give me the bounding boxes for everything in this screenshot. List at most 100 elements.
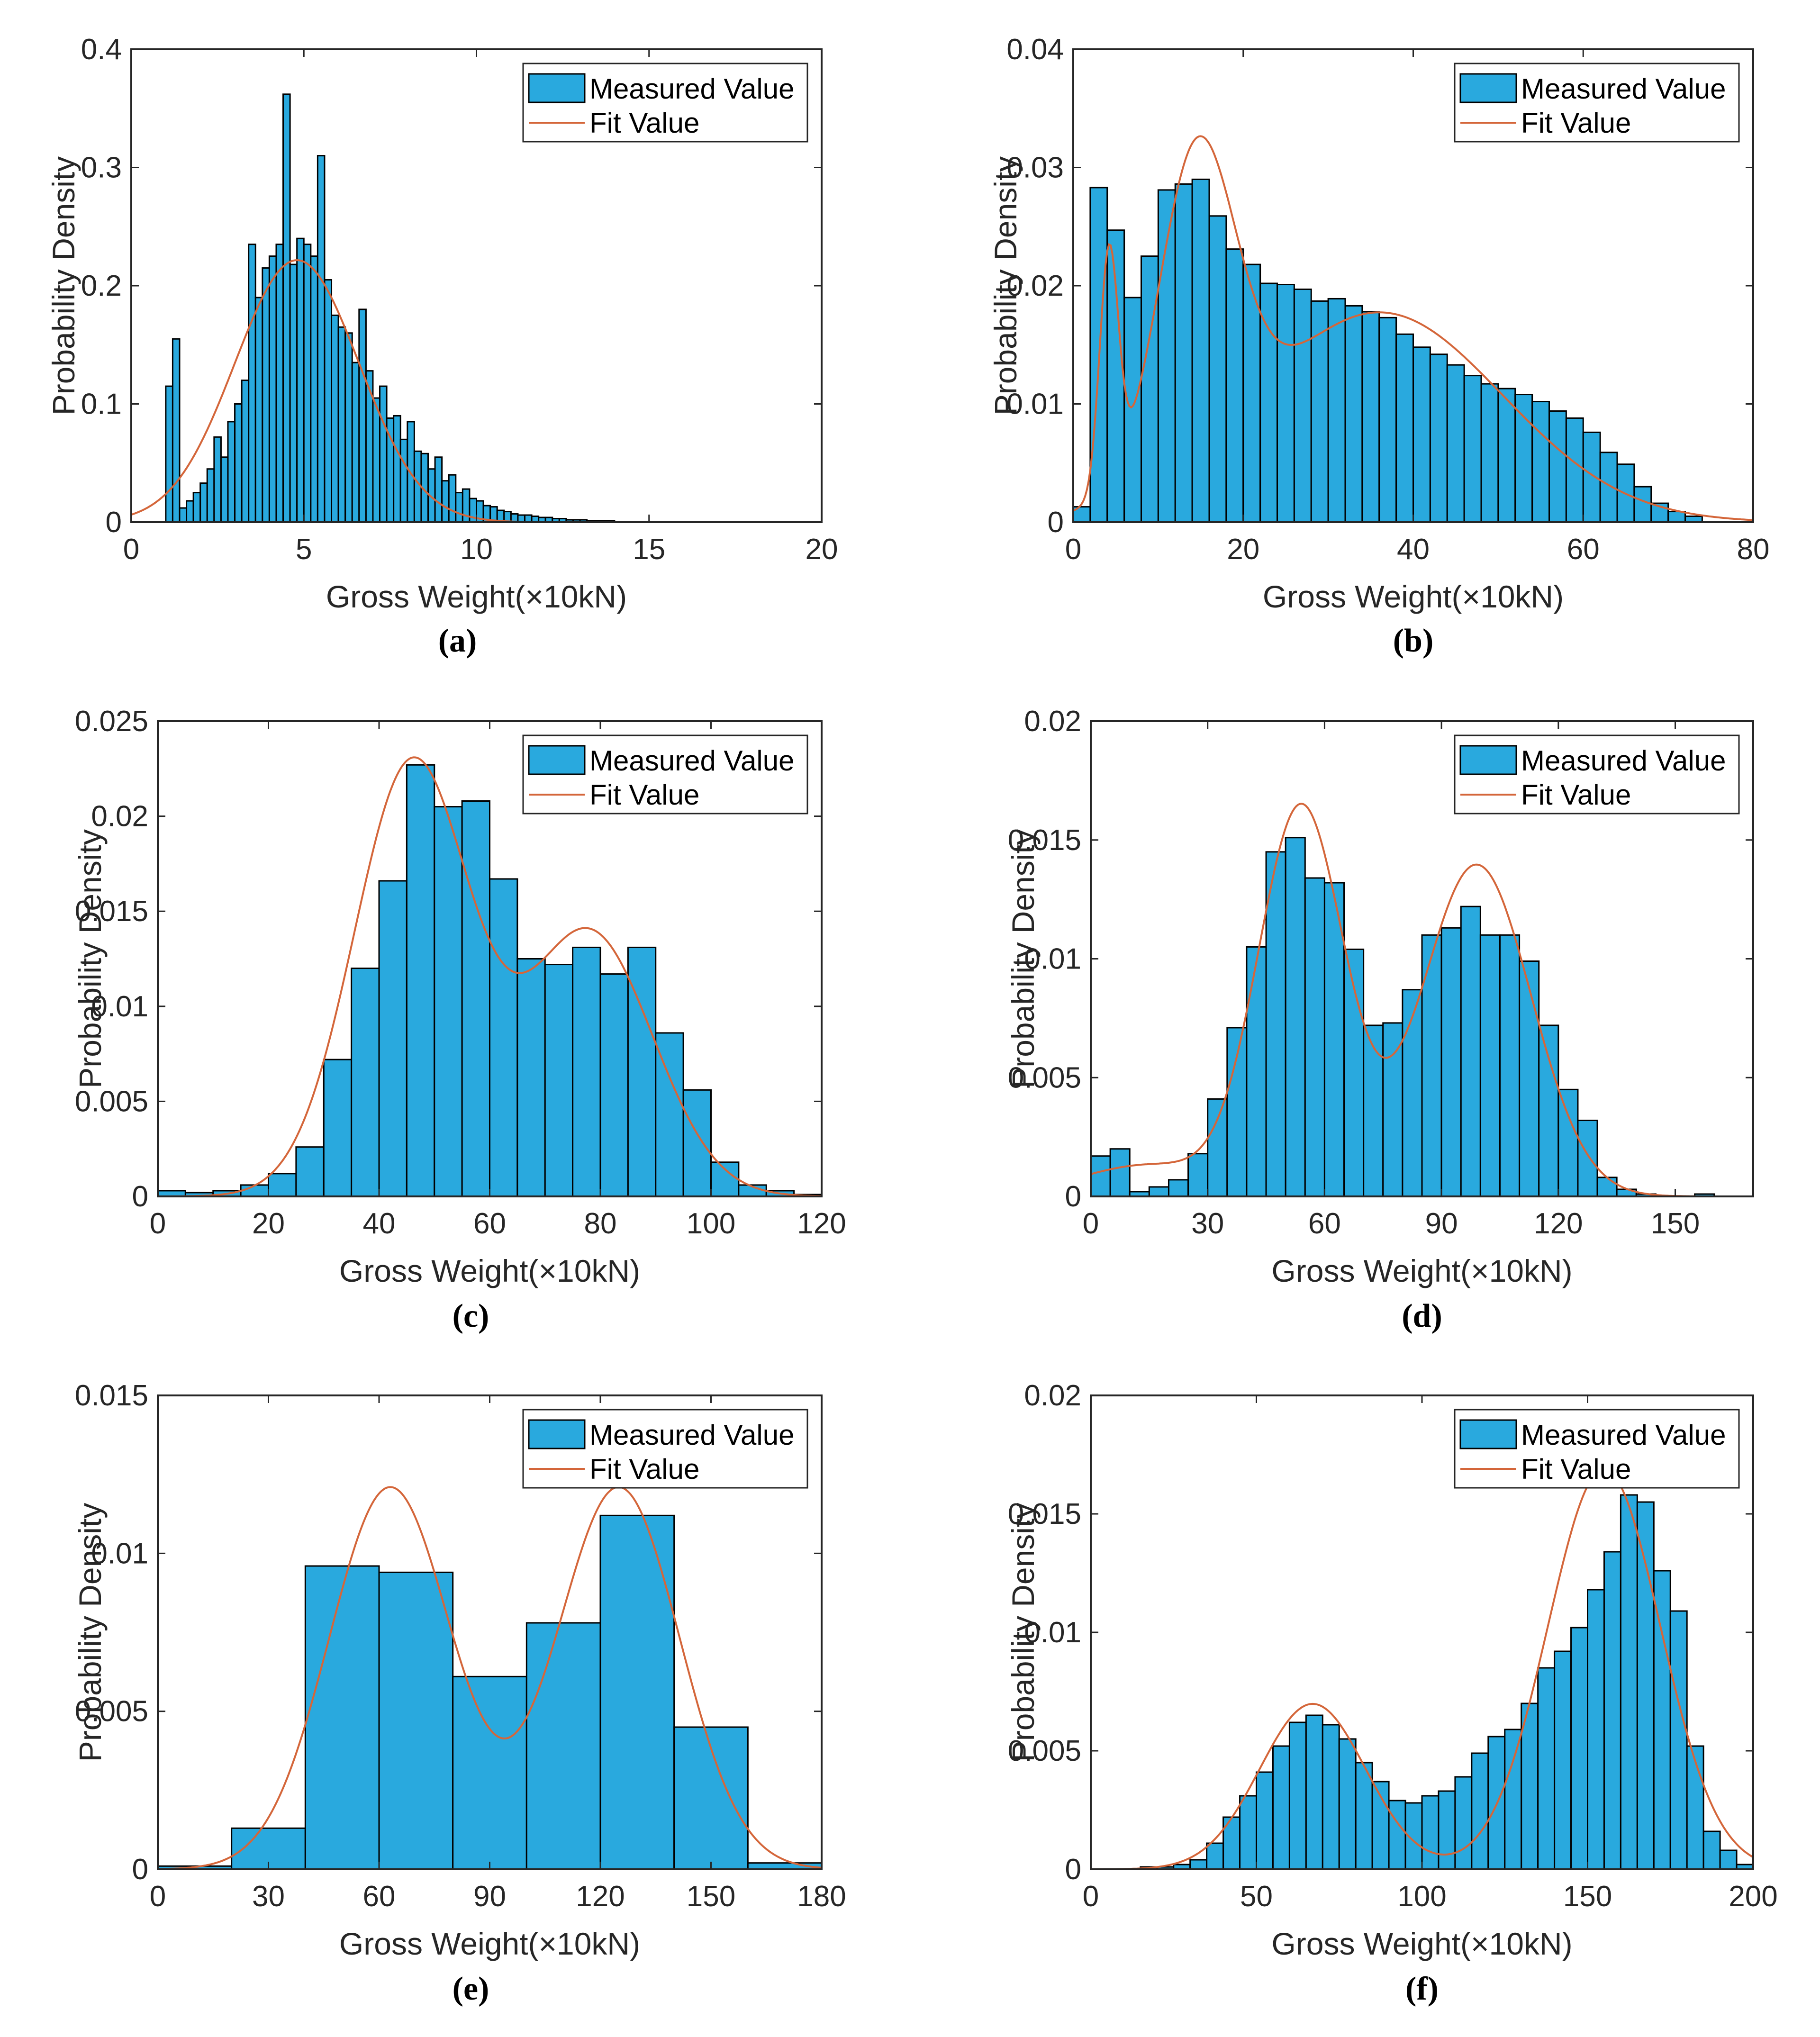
histogram-bar bbox=[572, 946, 601, 1197]
histogram-bar bbox=[296, 237, 305, 523]
histogram-bar bbox=[1479, 934, 1501, 1197]
histogram-bar bbox=[1463, 375, 1482, 523]
y-tick-label: 0.4 bbox=[81, 33, 122, 66]
histogram-bar bbox=[351, 362, 360, 523]
histogram-bar bbox=[234, 403, 243, 523]
x-tick-label: 60 bbox=[473, 1207, 506, 1240]
panel-caption: (f) bbox=[1405, 1971, 1439, 2007]
histogram-bar bbox=[710, 1161, 740, 1197]
x-tick-label: 100 bbox=[687, 1207, 735, 1240]
histogram-bar bbox=[220, 456, 229, 523]
legend-label-fit: Fit Value bbox=[1521, 1453, 1631, 1485]
x-axis-label: Gross Weight(×10kN) bbox=[1263, 579, 1564, 614]
histogram-bar bbox=[1471, 1752, 1489, 1870]
histogram-bar bbox=[1206, 1842, 1224, 1870]
legend-label-fit: Fit Value bbox=[1521, 779, 1631, 811]
y-tick-label: 0.3 bbox=[81, 152, 122, 184]
x-tick-label: 60 bbox=[1567, 533, 1600, 566]
histogram-bar bbox=[1421, 1795, 1440, 1870]
histogram-bar bbox=[525, 1622, 601, 1870]
histogram-bar bbox=[1582, 431, 1601, 523]
panel-a: 0 5 10 15 20 0 0.1 0.2 0.3 0.4 Gross Weight(×10kN)… bbox=[46, 33, 838, 659]
histogram-bar bbox=[304, 1565, 380, 1870]
histogram-bar bbox=[317, 155, 326, 523]
panel-caption: (d) bbox=[1402, 1298, 1442, 1334]
x-tick-label: 120 bbox=[797, 1207, 846, 1240]
histogram-bar bbox=[1538, 1024, 1559, 1197]
y-tick-label: 0.02 bbox=[1024, 705, 1081, 738]
histogram-bar bbox=[1338, 1738, 1357, 1870]
y-tick-label: 0.2 bbox=[81, 270, 122, 302]
x-tick-label: 80 bbox=[1737, 533, 1770, 566]
bar-series-measured bbox=[157, 1514, 823, 1870]
histogram-bar bbox=[1277, 284, 1295, 523]
y-tick-label: 0.02 bbox=[1024, 1379, 1081, 1412]
x-tick-label: 90 bbox=[1425, 1207, 1458, 1240]
histogram-bar bbox=[1272, 1745, 1290, 1870]
x-tick-label: 30 bbox=[1191, 1207, 1224, 1240]
x-tick-label: 60 bbox=[1308, 1207, 1341, 1240]
y-axis-label: Probability Density bbox=[72, 1503, 108, 1762]
fit-curve bbox=[1073, 135, 1754, 521]
x-tick-label: 100 bbox=[1397, 1880, 1446, 1913]
histogram-bar bbox=[344, 332, 353, 523]
panel-c: 0 20 40 60 80 100 120 0 0.005 0.01 0.015 0.02 0.025 G… bbox=[72, 705, 846, 1334]
histogram-bar bbox=[1123, 297, 1142, 523]
y-tick-label: 0.005 bbox=[1008, 1735, 1081, 1767]
legend-label-measured: Measured Value bbox=[589, 745, 794, 777]
legend-label-fit: Fit Value bbox=[589, 779, 699, 811]
y-tick-label: 0.015 bbox=[1008, 1498, 1081, 1530]
histogram-bar bbox=[1402, 989, 1423, 1197]
histogram-bar bbox=[516, 958, 546, 1197]
histogram-bar bbox=[1636, 1501, 1655, 1870]
histogram-bar bbox=[268, 255, 277, 523]
histogram-bar bbox=[1537, 1667, 1556, 1870]
y-tick-label: 0.01 bbox=[91, 1537, 148, 1570]
legend-label-fit: Fit Value bbox=[589, 1453, 699, 1485]
y-tick-label: 0 bbox=[1048, 506, 1064, 539]
histogram-bar bbox=[1620, 1494, 1638, 1870]
legend-label-fit: Fit Value bbox=[589, 107, 699, 139]
legend-label-measured: Measured Value bbox=[589, 1419, 794, 1451]
histogram-bar bbox=[448, 474, 457, 523]
histogram-bar bbox=[186, 500, 194, 523]
histogram-bar bbox=[1090, 1155, 1111, 1197]
histogram-bar bbox=[1719, 1849, 1738, 1870]
histogram-bar bbox=[1344, 305, 1363, 523]
histogram-bar bbox=[682, 1089, 712, 1197]
x-tick-label: 0 bbox=[150, 1207, 166, 1240]
legend-swatch-measured bbox=[1459, 1419, 1517, 1449]
histogram-bar bbox=[393, 415, 401, 523]
fit-curve bbox=[1091, 1468, 1754, 1870]
histogram-bar bbox=[331, 314, 339, 523]
panel-f: 0 50 100 150 200 0 0.005 0.01 0.015 0.02 Gross Wei… bbox=[1005, 1379, 1778, 2007]
x-tick-label: 5 bbox=[296, 533, 312, 566]
histogram-bar bbox=[1446, 364, 1465, 523]
histogram-bar bbox=[1388, 1800, 1406, 1870]
histogram-bar bbox=[282, 93, 291, 523]
histogram-bar bbox=[461, 800, 490, 1197]
histogram-bar bbox=[1499, 934, 1521, 1197]
y-tick-label: 0.01 bbox=[1024, 943, 1081, 976]
y-tick-label: 0.015 bbox=[75, 1379, 148, 1412]
histogram-bar bbox=[1504, 1729, 1522, 1870]
x-tick-label: 180 bbox=[797, 1880, 846, 1913]
histogram-bar bbox=[1265, 851, 1286, 1197]
histogram-bar bbox=[372, 397, 381, 523]
legend-swatch-measured bbox=[528, 1419, 586, 1449]
x-tick-label: 30 bbox=[252, 1880, 285, 1913]
histogram-bar bbox=[248, 244, 256, 523]
x-tick-label: 20 bbox=[806, 533, 838, 566]
histogram-bar bbox=[227, 421, 236, 523]
histogram-bar bbox=[1141, 255, 1159, 523]
histogram-bar bbox=[241, 380, 250, 523]
x-tick-label: 120 bbox=[576, 1880, 625, 1913]
y-tick-label: 0 bbox=[1065, 1180, 1081, 1213]
histogram-bar bbox=[1187, 1153, 1209, 1197]
y-tick-label: 0.03 bbox=[1006, 152, 1064, 184]
